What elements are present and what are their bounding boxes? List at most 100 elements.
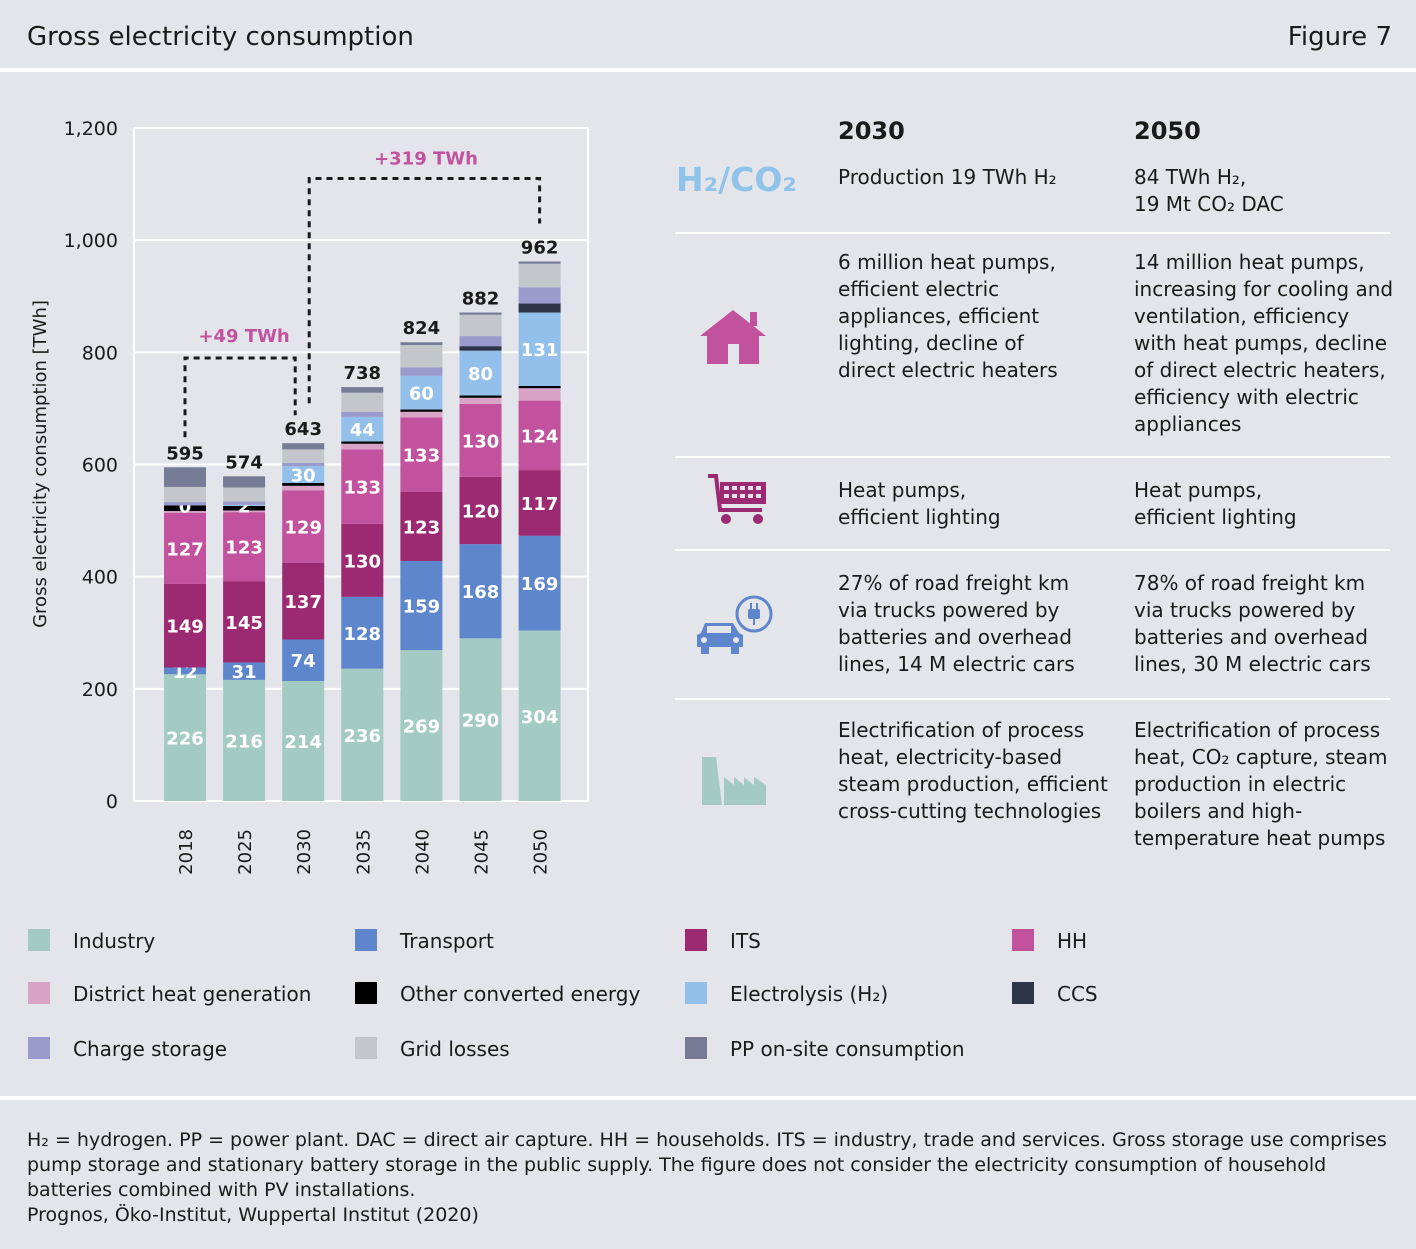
bar-value-label: 130: [344, 551, 382, 572]
bar-value-label: 80: [468, 364, 493, 385]
bar-segment: [282, 490, 325, 563]
bar-value-label: 60: [409, 384, 434, 405]
y-tick-label: 600: [82, 455, 118, 477]
bar-total-label: 574: [225, 452, 263, 473]
annotation-label: +319 TWh: [374, 148, 478, 169]
h2-2050-text: 84 TWh H₂, 19 Mt CO₂ DAC: [1134, 165, 1284, 216]
bar-segment: [518, 303, 561, 313]
legend-label: HH: [1057, 929, 1088, 953]
bar-segment: [341, 392, 384, 412]
bar-segment: [459, 395, 502, 398]
bar-value-label: 117: [521, 494, 559, 515]
bar-segment: [223, 504, 266, 507]
bar-segment: [223, 487, 266, 502]
bar-segment: [164, 486, 206, 503]
bar-segment: [223, 679, 266, 801]
bar-segment: [223, 581, 266, 663]
bar-segment: [282, 462, 325, 467]
bar-value-label: 290: [462, 711, 500, 732]
bar-segment: [223, 506, 266, 511]
bar-value-label: 133: [403, 446, 441, 467]
x-tick-label: 2025: [235, 829, 256, 875]
column-header-2050: 2050: [1134, 117, 1201, 145]
legend-label: PP on-site consumption: [730, 1037, 965, 1061]
x-tick-label: 2030: [294, 829, 315, 875]
legend-swatch: [355, 929, 377, 951]
bar-segment: [400, 409, 443, 412]
bar-value-label: 127: [166, 539, 204, 560]
legend-label: District heat generation: [73, 982, 312, 1006]
y-tick-label: 800: [82, 342, 118, 364]
bar-total-label: 738: [344, 363, 382, 384]
bar-segment: [459, 312, 502, 315]
bar-segment: [459, 336, 502, 347]
stacked-bar-chart: 0 200 400 600 800 1,000 1,200 Gross electricity…: [30, 118, 589, 875]
legend-swatch: [28, 982, 50, 1004]
row-separator: [675, 232, 1390, 234]
electric-car-icon: [697, 595, 773, 654]
legend-label: ITS: [730, 929, 761, 953]
bar-value-label: 137: [284, 592, 322, 613]
bar-value-label: 226: [166, 729, 204, 750]
bar-segment: [459, 314, 502, 337]
bar-segment: [282, 466, 325, 484]
its-2050-text: Heat pumps, efficient lighting: [1134, 478, 1297, 529]
bar-segment: [223, 510, 266, 513]
bar-segment: [164, 674, 206, 801]
bar-segment: [459, 476, 502, 545]
bar-value-label: 216: [225, 731, 263, 752]
bar-segment: [282, 680, 325, 801]
bar-total-label: 643: [284, 419, 322, 440]
bar-segment: [400, 342, 443, 346]
bar-segment: [518, 312, 561, 386]
legend-label: Charge storage: [73, 1037, 228, 1061]
difference-bracket: [307, 176, 542, 404]
source-note: Prognos, Öko-Institut, Wuppertal Institu…: [27, 1204, 479, 1226]
legend-swatch: [685, 929, 707, 951]
bar-value-label: 129: [284, 517, 322, 538]
bar-segment: [341, 523, 384, 597]
bar-segment: [341, 416, 384, 442]
bar-segment: [164, 583, 206, 668]
bar-segment: [459, 544, 502, 639]
legend-swatch: [28, 1037, 50, 1059]
legend-label: Transport: [400, 929, 494, 953]
industry-2050-text: Electrification of process heat, CO₂ cap…: [1134, 718, 1388, 850]
bar-segment: [459, 403, 502, 477]
y-tick-label: 0: [106, 791, 118, 813]
bar-segment: [341, 387, 384, 393]
bar-segment: [223, 662, 266, 680]
bar-segment: [282, 485, 325, 491]
bar-segment: [282, 639, 325, 681]
h2-co2-label: H₂/CO₂: [676, 160, 797, 199]
legend-swatch: [685, 1037, 707, 1059]
figure-footer: H₂ = hydrogen. PP = power plant. DAC = d…: [0, 1096, 1416, 1249]
bar-value-label: 123: [403, 517, 441, 538]
legend-swatch: [355, 1037, 377, 1059]
bar-segment: [282, 449, 325, 463]
legend-label: Electrolysis (H₂): [730, 982, 889, 1006]
bar-segment: [164, 502, 206, 506]
legend-label: Other converted energy: [400, 982, 641, 1006]
bar-segment: [459, 346, 502, 351]
legend-swatch: [1012, 929, 1034, 951]
bar-segment: [223, 501, 266, 505]
bar-segment: [400, 491, 443, 561]
bar-segment: [282, 483, 325, 486]
figure-header: Gross electricity consumption Figure 7: [0, 0, 1416, 72]
factory-icon: [702, 757, 766, 805]
bar-segment: [518, 263, 561, 288]
bar-segment: [164, 505, 206, 512]
x-tick-label: 2040: [412, 829, 433, 875]
x-tick-label: 2035: [353, 829, 374, 875]
difference-bracket: [183, 356, 297, 438]
household-2030-text: 6 million heat pumps, efficient electric…: [838, 250, 1058, 382]
household-2050-text: 14 million heat pumps, increasing for co…: [1134, 250, 1394, 436]
bar-value-label: 123: [225, 538, 263, 559]
bar-value-label: 131: [521, 340, 559, 361]
bar-value-label: 30: [291, 466, 316, 487]
footnote: H₂ = hydrogen. PP = power plant. DAC = d…: [27, 1129, 1387, 1201]
legend-swatch: [685, 982, 707, 1004]
bar-segment: [282, 562, 325, 640]
bar-segment: [400, 367, 443, 376]
